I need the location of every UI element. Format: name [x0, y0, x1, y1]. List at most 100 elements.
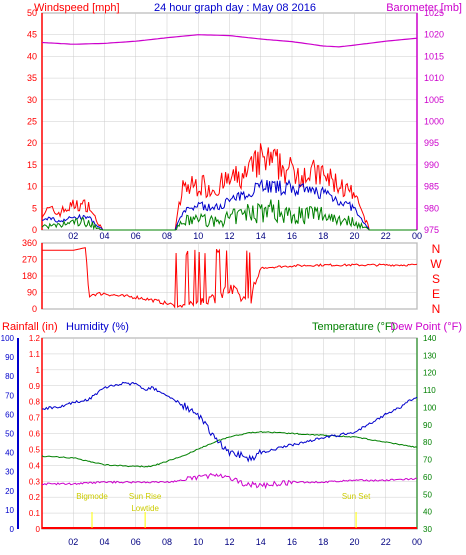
barometer-tick-label: 1020: [424, 30, 444, 40]
wind-x-tick-label: 10: [193, 231, 203, 241]
rainfall-tick-label: 1: [36, 366, 41, 375]
wind-x-tick-label: 06: [131, 231, 141, 241]
temperature-tick-label: 80: [423, 438, 432, 447]
compass-label: N: [432, 302, 441, 316]
rainfall-axis-label: Rainfall (in): [2, 321, 58, 333]
temperature-tick-label: 70: [423, 456, 432, 465]
climate-x-tick-label: 20: [349, 537, 359, 547]
humidity-tick-label: 20: [5, 487, 14, 496]
temperature-tick-label: 130: [423, 351, 437, 360]
windspeed-axis-label: Windspeed [mph]: [34, 2, 120, 14]
direction-tick-label: 270: [22, 255, 37, 265]
sun-events: Bigmode Sun Rise Lowtide Sun Set: [76, 492, 371, 528]
temperature-line: [41, 430, 418, 468]
windspeed-tick-label: 5: [32, 203, 37, 213]
temperature-tick-label: 140: [423, 334, 437, 343]
humidity-tick-label: 80: [5, 372, 14, 381]
rainfall-tick-label: 1.2: [29, 334, 41, 343]
rainfall-tick-label: 0.2: [29, 493, 41, 502]
direction-tick-label: 90: [27, 288, 37, 298]
temperature-tick-label: 60: [423, 473, 432, 482]
humidity-tick-label: 0: [10, 525, 15, 534]
climate-x-tick-label: 04: [99, 537, 109, 547]
barometer-tick-label: 995: [424, 138, 439, 148]
direction-tick-label: 180: [22, 271, 37, 281]
windspeed-tick-label: 0: [32, 225, 37, 235]
wind-direction-line: [42, 247, 418, 309]
chart-title: 24 hour graph day : May 08 2016: [154, 2, 316, 14]
direction-series: [42, 247, 418, 309]
windspeed-tick-label: 20: [27, 138, 37, 148]
temperature-axis-ticks: 30 40 50 60 70 80 90 100 110 120 130 140: [423, 334, 437, 534]
wind-grid: [41, 12, 418, 231]
temperature-tick-label: 90: [423, 421, 432, 430]
barometer-axis-label: Barometer [mb]: [386, 2, 462, 14]
rainfall-tick-label: 0.4: [29, 461, 41, 470]
dewpoint-line: [41, 472, 418, 490]
temperature-axis-label: Temperature (°F): [312, 321, 395, 333]
climate-x-tick-label: 06: [131, 537, 141, 547]
humidity-tick-label: 60: [5, 410, 14, 419]
humidity-tick-label: 70: [5, 391, 14, 400]
compass-label: E: [432, 287, 440, 301]
humidity-tick-label: 90: [5, 353, 14, 362]
temperature-tick-label: 100: [423, 403, 437, 412]
sun-event-label: Sun Rise: [129, 492, 162, 501]
rainfall-tick-label: 0.5: [29, 445, 41, 454]
barometer-tick-label: 1000: [424, 117, 444, 127]
rainfall-axis-ticks: 0 0.1 0.2 0.3 0.4 0.5 0.6 0.7 0.8 0.9 1 1.1 1.2: [29, 334, 41, 534]
rainfall-tick-label: 0.7: [29, 414, 41, 423]
climate-x-tick-label: 00: [412, 537, 422, 547]
climate-grid: [17, 337, 418, 530]
windspeed-tick-label: 15: [27, 160, 37, 170]
climate-x-tick-label: 02: [68, 537, 78, 547]
barometer-line: [41, 34, 418, 48]
climate-panel: 0 0.1 0.2 0.3 0.4 0.5 0.6 0.7 0.8 0.9 1 1.1 1.2 0 10 2…: [1, 321, 462, 547]
humidity-tick-label: 50: [5, 430, 14, 439]
rainfall-tick-label: 0.8: [29, 398, 41, 407]
windspeed-tick-label: 30: [27, 95, 37, 105]
climate-x-tick-label: 14: [256, 537, 266, 547]
direction-tick-label: 360: [22, 238, 37, 248]
barometer-tick-label: 985: [424, 182, 439, 192]
wind-x-tick-label: 04: [99, 231, 109, 241]
rainfall-tick-label: 0.9: [29, 382, 41, 391]
compass-label: S: [432, 272, 440, 286]
climate-x-tick-label: 18: [318, 537, 328, 547]
climate-x-tick-label: 08: [162, 537, 172, 547]
climate-x-tick-label: 10: [193, 537, 203, 547]
wind-x-tick-label: 02: [68, 231, 78, 241]
humidity-tick-label: 30: [5, 468, 14, 477]
sun-event-label: Sun Set: [342, 492, 371, 501]
barometer-axis-ticks: 975 980 985 990 995 1000 1005 1010 1015 1020 1025: [424, 8, 444, 235]
barometer-tick-label: 990: [424, 160, 439, 170]
rainfall-tick-label: 0.1: [29, 509, 41, 518]
wind-x-axis-ticks: 02 04 06 08 10 12 14 16 18 20 22 00: [68, 231, 422, 241]
wind-x-tick-label: 20: [349, 231, 359, 241]
wind-x-tick-label: 14: [256, 231, 266, 241]
humidity-tick-label: 10: [5, 506, 14, 515]
wind-series: [41, 34, 418, 231]
windspeed-tick-label: 35: [27, 73, 37, 83]
rainfall-tick-label: 1.1: [29, 350, 41, 359]
humidity-tick-label: 40: [5, 449, 14, 458]
barometer-tick-label: 1025: [424, 8, 444, 18]
wind-x-tick-label: 00: [412, 231, 422, 241]
climate-series: [41, 381, 418, 529]
windspeed-axis-ticks: 0 5 10 15 20 25 30 35 40 45 50: [27, 8, 37, 235]
direction-tick-label: 0: [32, 304, 37, 314]
direction-grid: [41, 242, 418, 310]
barometer-tick-label: 980: [424, 203, 439, 213]
humidity-axis-label: Humidity (%): [66, 321, 129, 333]
dewpoint-axis-label: Dew Point (°F): [390, 321, 462, 333]
windspeed-tick-label: 40: [27, 51, 37, 61]
barometer-tick-label: 1005: [424, 95, 444, 105]
wind-x-tick-label: 22: [381, 231, 391, 241]
direction-axis-ticks: 0 90 180 270 360: [22, 238, 37, 314]
barometer-tick-label: 1010: [424, 73, 444, 83]
windspeed-tick-label: 45: [27, 30, 37, 40]
compass-label: N: [432, 242, 441, 256]
